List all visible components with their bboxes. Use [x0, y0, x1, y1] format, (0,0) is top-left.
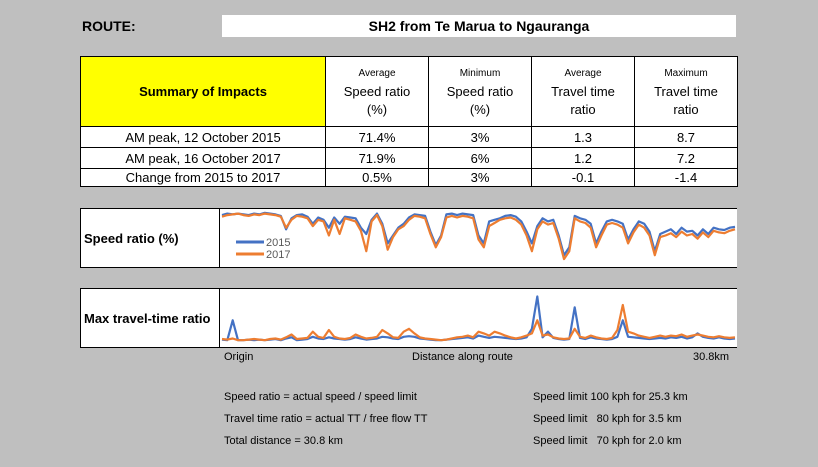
col-head-1-line1: Speed ratio [343, 83, 411, 99]
note-speed-ratio: Speed ratio = actual speed / speed limit [224, 391, 417, 403]
col-head-1: Average Speed ratio (%) [325, 56, 429, 127]
cell-2015-max-tt: 8.7 [634, 126, 738, 148]
cell-2015-avg-tt: 1.3 [531, 126, 635, 148]
cell-2015-avg-speed: 71.4% [325, 126, 429, 148]
col-head-1-small: Average [358, 67, 396, 79]
col-head-2-small: Minimum [459, 67, 501, 79]
note-travel-ratio: Travel time ratio = actual TT / free flo… [224, 413, 428, 425]
cell-2017-max-tt: 7.2 [634, 147, 738, 169]
cell-change-avg-speed: 0.5% [325, 168, 429, 187]
col-head-4-line2: ratio [673, 101, 699, 117]
col-head-4: Maximum Travel time ratio [634, 56, 738, 127]
summary-header-row: Summary of Impacts Average Speed ratio (… [80, 56, 738, 127]
cell-2015-min-speed: 3% [428, 126, 532, 148]
travel-ratio-svg [221, 295, 736, 342]
col-head-2-line1: Speed ratio [446, 83, 514, 99]
cell-change-max-tt: -1.4 [634, 168, 738, 187]
legend-label-2017: 2017 [266, 249, 290, 261]
speed-ratio-label: Speed ratio (%) [80, 208, 220, 268]
row-label-2015: AM peak, 12 October 2015 [80, 126, 326, 148]
travel-ratio-chart [220, 288, 737, 348]
axis-end-label: 30.8km [693, 351, 730, 363]
travel-ratio-label: Max travel-time ratio [80, 288, 220, 348]
col-head-3-line2: ratio [570, 101, 596, 117]
col-head-2: Minimum Speed ratio (%) [428, 56, 532, 127]
travel-ratio-series-2017 [221, 303, 736, 342]
cell-2017-avg-speed: 71.9% [325, 147, 429, 169]
cell-2017-avg-tt: 1.2 [531, 147, 635, 169]
row-label-change: Change from 2015 to 2017 [80, 168, 326, 187]
cell-change-avg-tt: -0.1 [531, 168, 635, 187]
legend-label-2015: 2015 [266, 237, 290, 249]
speed-ratio-series-2015 [221, 211, 736, 257]
route-label: ROUTE: [82, 18, 136, 34]
col-head-4-line1: Travel time [654, 83, 718, 99]
axis-title: Distance along route [412, 351, 513, 363]
col-head-3-small: Average [564, 67, 602, 79]
summary-table: Summary of Impacts Average Speed ratio (… [80, 56, 738, 187]
route-title: SH2 from Te Marua to Ngauranga [222, 15, 736, 37]
col-head-3-line1: Travel time [551, 83, 615, 99]
axis-origin-label: Origin [224, 351, 254, 363]
note-limit-80: Speed limit 80 kph for 3.5 km [533, 413, 682, 425]
table-row: AM peak, 12 October 2015 71.4% 3% 1.3 8.… [80, 126, 738, 148]
legend-background [234, 235, 294, 263]
speed-ratio-chart: 2015 2017 [220, 208, 737, 268]
row-label-2017: AM peak, 16 October 2017 [80, 147, 326, 169]
summary-heading: Summary of Impacts [80, 56, 326, 127]
col-head-4-small: Maximum [664, 67, 708, 79]
note-limit-70: Speed limit 70 kph for 2.0 km [533, 435, 682, 447]
table-row: AM peak, 16 October 2017 71.9% 6% 1.2 7.… [80, 147, 738, 169]
travel-ratio-series-2015 [221, 295, 736, 342]
col-head-2-line2: (%) [469, 101, 491, 117]
note-total-distance: Total distance = 30.8 km [224, 435, 343, 447]
col-head-3: Average Travel time ratio [531, 56, 635, 127]
cell-2017-min-speed: 6% [428, 147, 532, 169]
speed-ratio-series-2017 [221, 212, 736, 261]
table-row: Change from 2015 to 2017 0.5% 3% -0.1 -1… [80, 168, 738, 187]
cell-change-min-speed: 3% [428, 168, 532, 187]
col-head-1-line2: (%) [366, 101, 388, 117]
note-limit-100: Speed limit 100 kph for 25.3 km [533, 391, 688, 403]
